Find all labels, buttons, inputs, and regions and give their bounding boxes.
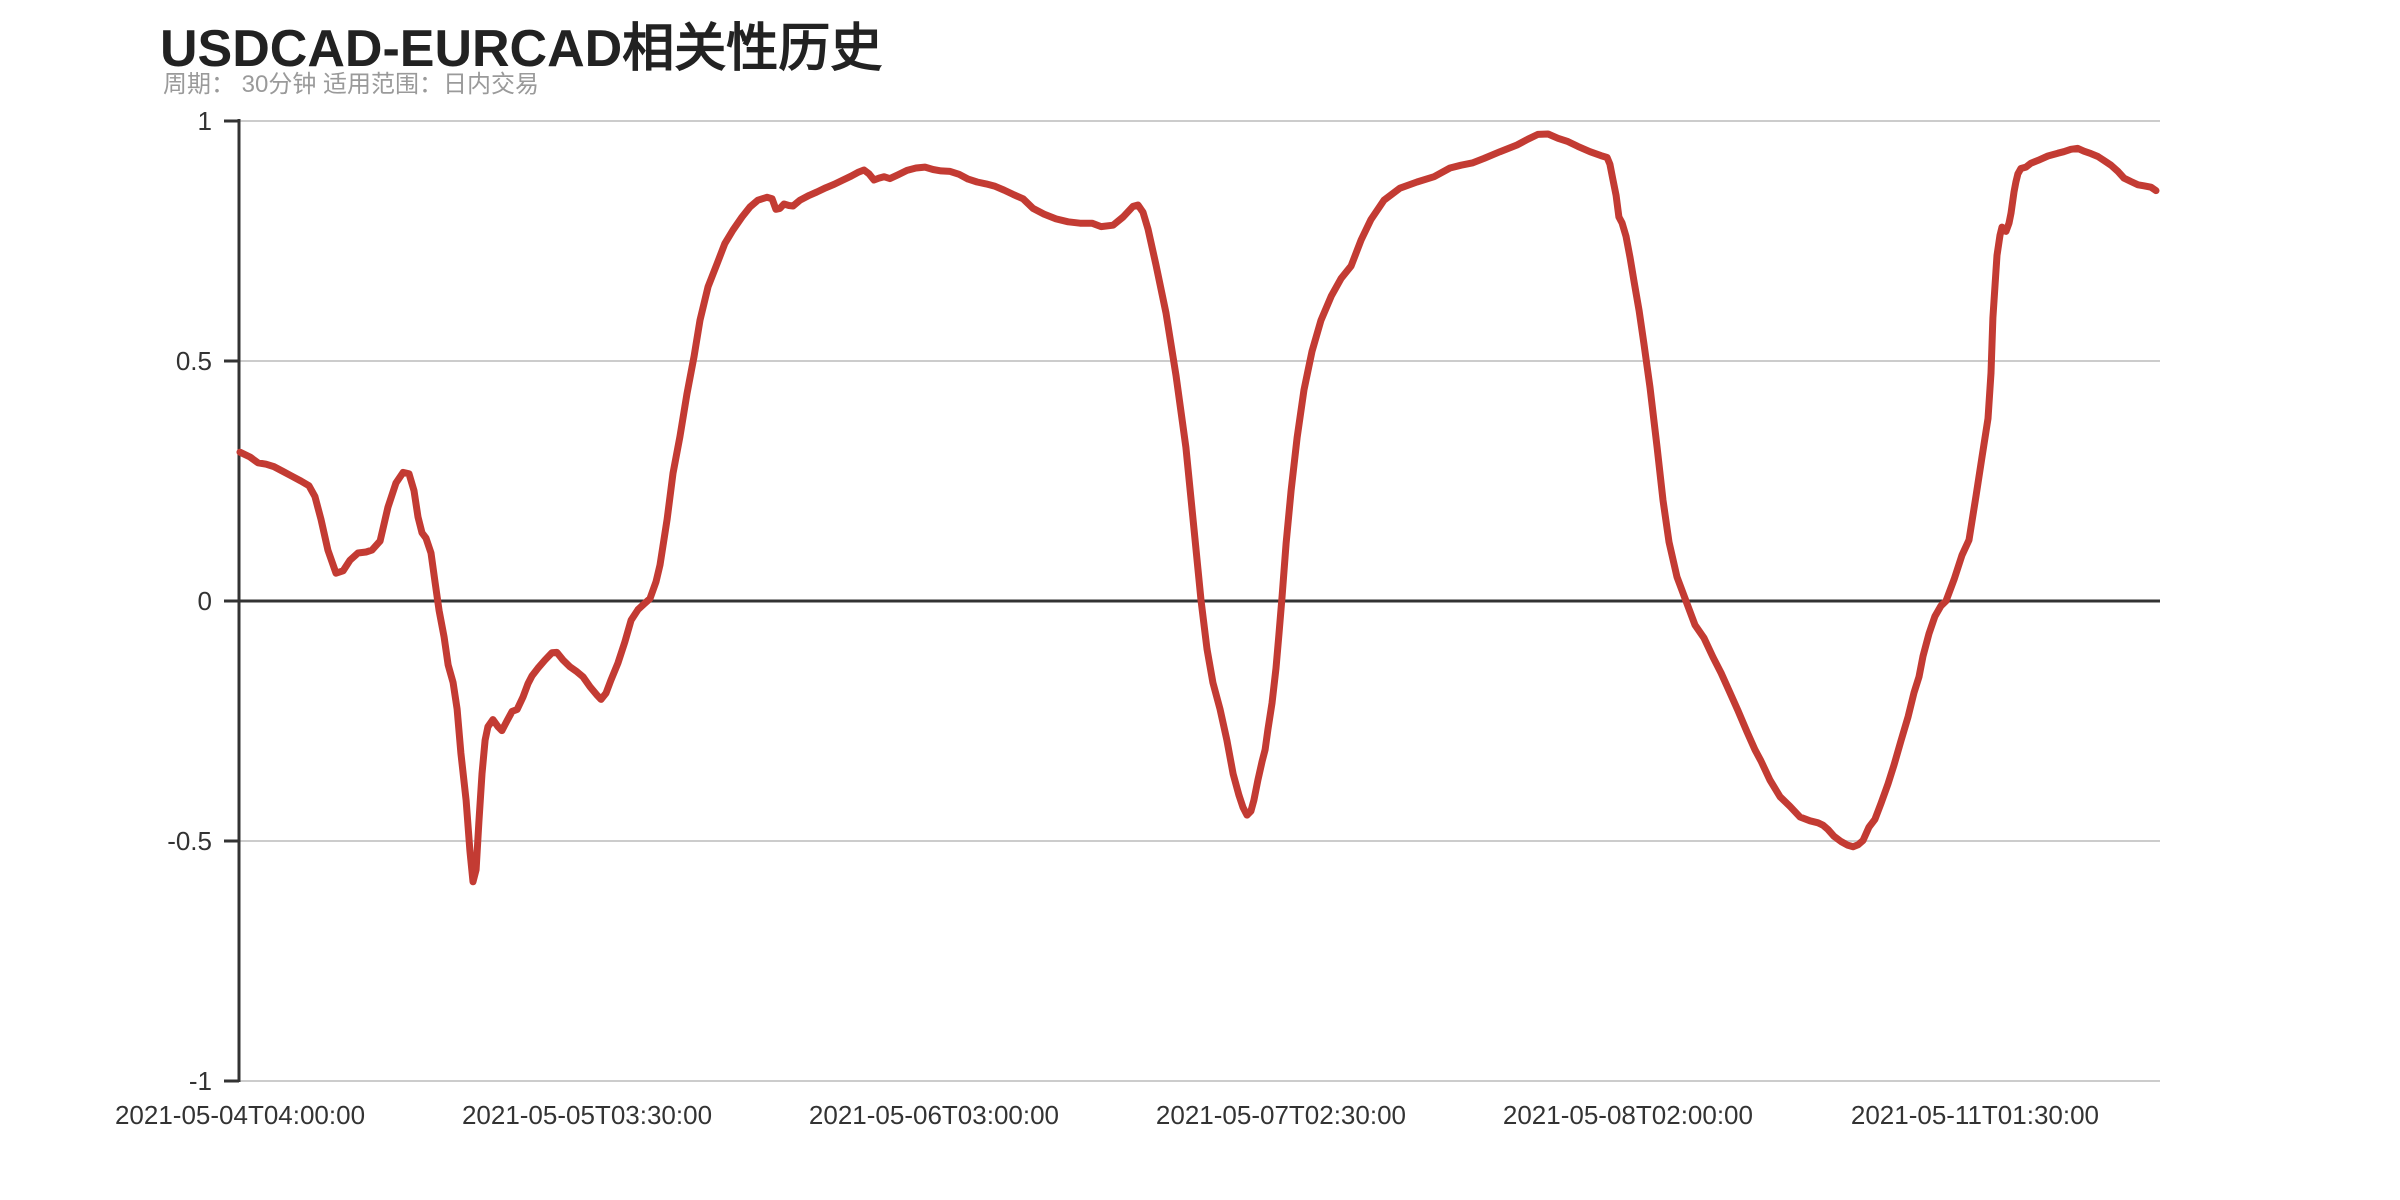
y-axis-label: -1 [189,1066,212,1096]
y-axis-label: -0.5 [167,826,212,856]
x-axis-label: 2021-05-06T03:00:00 [809,1100,1059,1130]
x-axis-label: 2021-05-07T02:30:00 [1156,1100,1406,1130]
x-axis-label: 2021-05-08T02:00:00 [1503,1100,1753,1130]
chart-subtitle: 周期： 30分钟 适用范围：日内交易 [163,71,540,98]
y-axis-label: 1 [198,106,212,136]
y-axis-label: 0 [198,586,212,616]
x-axis-label: 2021-05-11T01:30:00 [1851,1100,2099,1130]
x-axis-label: 2021-05-05T03:30:00 [462,1100,712,1130]
chart-title: USDCAD-EURCAD相关性历史 [160,20,883,78]
correlation-line [236,130,2160,886]
x-axis-label: 2021-05-04T04:00:00 [115,1100,365,1130]
y-axis-label: 0.5 [176,346,212,376]
